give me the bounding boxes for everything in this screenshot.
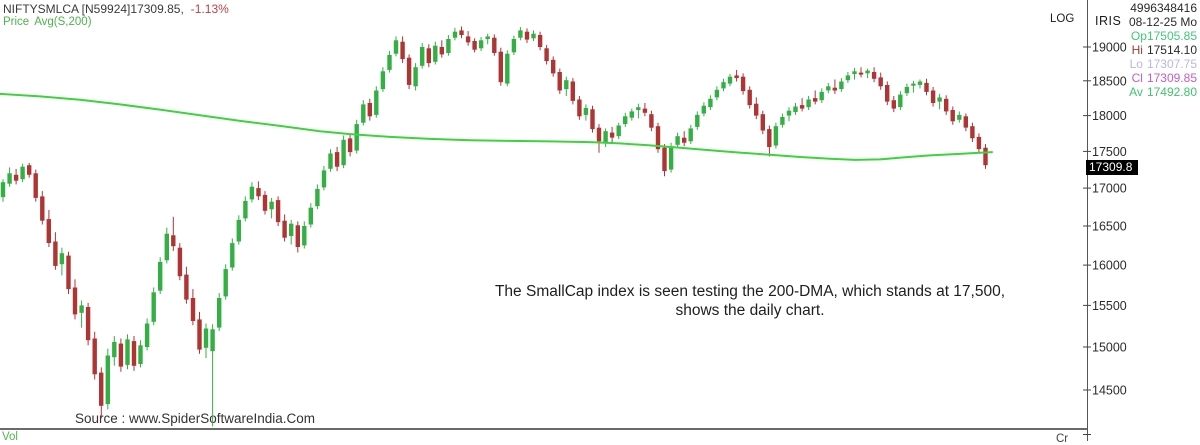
low-value: 17307.75: [1146, 57, 1197, 71]
high-value: 17514.10: [1146, 43, 1197, 57]
ohlc-info-panel: 4996348416 08-12-25 Mo Op17505.85 Hi 1751…: [1129, 1, 1197, 99]
open-label: Op: [1130, 29, 1147, 43]
svg-text:16000: 16000: [1092, 259, 1127, 273]
volume-value: 4996348416: [1130, 1, 1197, 15]
annotation-line1: The SmallCap index is seen testing the 2…: [494, 283, 1006, 300]
average-label: Av: [1129, 85, 1143, 99]
svg-text:19000: 19000: [1092, 41, 1127, 55]
log-scale-label[interactable]: LOG: [1050, 13, 1075, 25]
svg-text:17500: 17500: [1092, 145, 1127, 159]
low-label: Lo: [1129, 57, 1143, 71]
last-price-tag: 17309.8: [1086, 160, 1138, 175]
average-value: 17492.80: [1146, 85, 1197, 99]
indicator-header: Price Avg(S,200): [3, 16, 92, 28]
chart-annotation: The SmallCap index is seen testing the 2…: [430, 282, 1070, 320]
last-price-text: 17309.85,: [130, 2, 184, 16]
open-value: 17505.85: [1146, 29, 1197, 43]
open-row: Op17505.85: [1129, 29, 1197, 43]
close-label: Cl: [1131, 71, 1143, 85]
app-name-label: IRIS: [1095, 14, 1122, 28]
close-row: Cl 17309.85: [1129, 71, 1197, 85]
average-row: Av 17492.80: [1129, 85, 1197, 99]
volume-pane-label: Vol: [2, 431, 18, 443]
high-row: Hi 17514.10: [1129, 43, 1197, 57]
svg-text:17000: 17000: [1092, 182, 1127, 196]
change-percent: -1.13%: [190, 2, 229, 16]
low-row: Lo 17307.75: [1129, 57, 1197, 71]
source-credit: Source : www.SpiderSoftwareIndia.Com: [74, 411, 316, 426]
svg-text:15500: 15500: [1092, 299, 1127, 313]
svg-text:16500: 16500: [1092, 220, 1127, 234]
svg-text:18500: 18500: [1092, 74, 1127, 88]
indicator-price-label: Price: [3, 16, 30, 28]
svg-text:18000: 18000: [1092, 109, 1127, 123]
close-value: 17309.85: [1146, 71, 1197, 85]
date-value: 08-12-25 Mo: [1128, 15, 1197, 29]
volume-unit-label: Cr: [1056, 433, 1069, 445]
symbol-label: NIFTYSMLCA [N59924]: [3, 2, 131, 16]
pane-divider[interactable]: [0, 428, 1087, 430]
high-label: Hi: [1131, 43, 1143, 57]
svg-text:15000: 15000: [1092, 341, 1127, 355]
annotation-line2: shows the daily chart.: [675, 302, 825, 319]
svg-text:14500: 14500: [1092, 384, 1127, 398]
indicator-avg-label: Avg(S,200): [34, 16, 92, 28]
chart-header: NIFTYSMLCA [N59924]17309.85, -1.13%: [3, 2, 229, 16]
